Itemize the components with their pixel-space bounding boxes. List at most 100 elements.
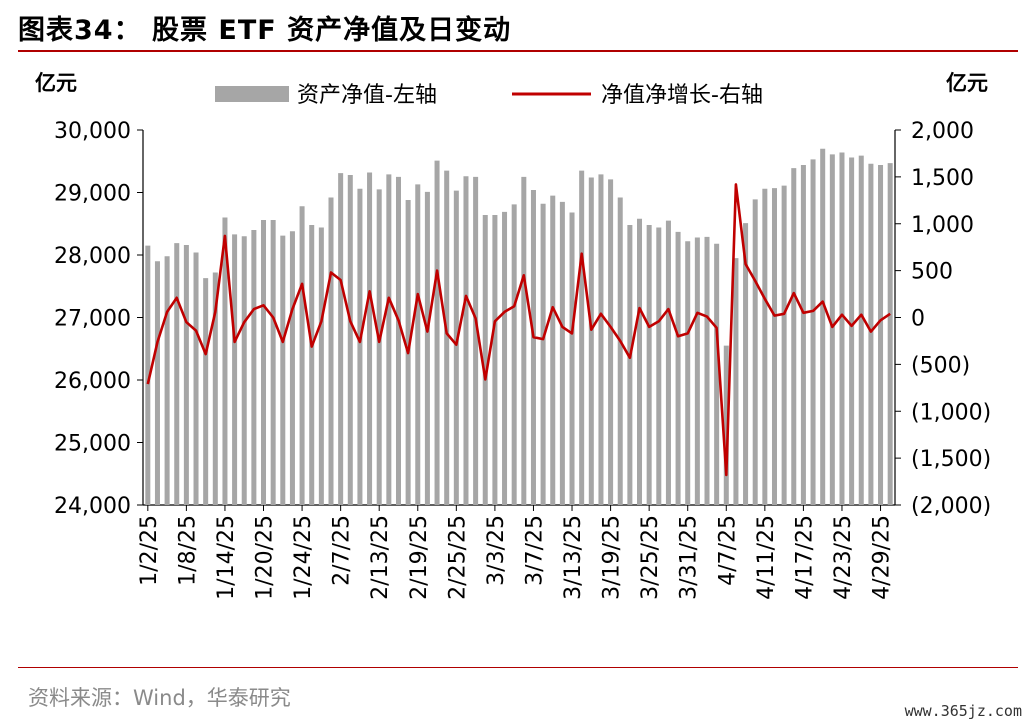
asset-value-bar (309, 225, 315, 505)
asset-value-bar (868, 163, 874, 505)
x-tick-label: 4/23/25 (831, 515, 856, 600)
legend-label-asset-value: 资产净值-左轴 (297, 83, 437, 108)
right-unit-label: 亿元 (946, 71, 988, 95)
left-tick-label: 29,000 (54, 182, 131, 207)
asset-value-bar (145, 245, 151, 505)
asset-value-bar (241, 236, 247, 505)
asset-value-bar (617, 197, 623, 505)
asset-value-bar (328, 197, 334, 505)
right-tick-label: (2,000) (911, 494, 991, 519)
asset-value-bar (415, 184, 421, 505)
asset-value-bar (849, 157, 855, 505)
left-tick-label: 26,000 (54, 369, 131, 394)
asset-value-bar (511, 204, 517, 505)
asset-value-bar (887, 163, 893, 505)
right-tick-label: 1,500 (911, 166, 974, 191)
left-unit-label: 亿元 (35, 71, 77, 95)
legend-label-net-growth: 净值净增长-右轴 (601, 83, 763, 108)
asset-value-bar (347, 175, 353, 505)
asset-value-bar (183, 245, 189, 505)
asset-value-bar (444, 170, 450, 505)
asset-value-bar (858, 155, 864, 505)
asset-value-bar (367, 172, 373, 505)
left-tick-label: 25,000 (54, 432, 131, 457)
asset-value-bar (453, 190, 459, 505)
asset-value-bar (280, 235, 286, 505)
asset-value-bar (878, 165, 884, 505)
asset-value-bar (694, 237, 700, 505)
asset-value-bar (579, 170, 585, 505)
net-growth-line (146, 183, 891, 477)
asset-value-bar (791, 168, 797, 505)
asset-value-bar (540, 203, 546, 505)
right-tick-label: 500 (911, 260, 953, 285)
x-tick-label: 1/24/25 (291, 515, 316, 600)
x-tick-label: 2/25/25 (445, 515, 470, 600)
title-underline (18, 50, 1018, 52)
asset-value-bar (771, 188, 777, 505)
asset-value-bar (530, 190, 536, 505)
x-tick-label: 1/20/25 (253, 515, 278, 600)
asset-value-bar (270, 220, 276, 505)
left-tick-label: 28,000 (54, 244, 131, 269)
x-tick-label: 2/7/25 (330, 515, 355, 586)
asset-value-bar (723, 345, 729, 505)
asset-value-bar (492, 215, 498, 505)
asset-value-bar (463, 176, 469, 505)
x-tick-label: 4/7/25 (715, 515, 740, 586)
source-note: 资料来源：Wind，华泰研究 (28, 686, 291, 710)
asset-value-bar (154, 261, 160, 505)
x-tick-label: 3/19/25 (600, 515, 625, 600)
asset-value-bar (232, 234, 238, 505)
asset-value-bar (386, 174, 392, 505)
asset-value-bar (193, 252, 199, 505)
x-tick-label: 3/13/25 (561, 515, 586, 600)
x-tick-label: 4/29/25 (870, 515, 895, 600)
asset-value-bar (222, 217, 228, 505)
right-tick-label: (500) (911, 353, 970, 378)
asset-value-bar (733, 258, 739, 505)
asset-value-bar (608, 179, 614, 505)
left-tick-label: 27,000 (54, 307, 131, 332)
right-tick-label: (1,500) (911, 447, 991, 472)
figure-title: 图表34： 股票 ETF 资产净值及日变动 (18, 15, 512, 46)
asset-value-bar (800, 165, 806, 505)
asset-value-bar (810, 159, 816, 505)
asset-value-bar (665, 220, 671, 505)
asset-value-bar (839, 152, 845, 505)
asset-value-bar (550, 195, 556, 505)
asset-value-bar (588, 177, 594, 505)
asset-value-bar (299, 206, 305, 505)
asset-value-bar (261, 220, 267, 505)
asset-value-bar (685, 241, 691, 505)
asset-value-bar (627, 225, 633, 505)
x-tick-label: 2/13/25 (368, 515, 393, 600)
x-tick-label: 3/25/25 (638, 515, 663, 600)
asset-value-bar (714, 243, 720, 505)
x-tick-label: 3/7/25 (522, 515, 547, 586)
asset-value-bar (164, 256, 170, 505)
asset-value-bar (781, 185, 787, 505)
asset-value-bar (521, 176, 527, 505)
asset-value-bar (752, 199, 758, 505)
asset-value-bar (762, 188, 768, 505)
right-tick-label: 0 (911, 307, 925, 332)
asset-value-bar (174, 243, 180, 505)
x-tick-label: 1/8/25 (175, 515, 200, 586)
legend-swatch-asset-value (215, 86, 289, 102)
asset-value-bar (203, 278, 209, 505)
asset-value-bar (569, 212, 575, 505)
asset-value-bar (318, 227, 324, 505)
asset-value-bar (637, 218, 643, 505)
asset-value-bar (559, 201, 565, 505)
asset-value-bar (376, 189, 382, 505)
asset-value-bar (289, 231, 295, 505)
asset-value-bar (395, 176, 401, 505)
asset-value-bar (598, 174, 604, 505)
asset-value-bar (434, 160, 440, 505)
left-tick-label: 24,000 (54, 494, 131, 519)
x-tick-label: 4/11/25 (754, 515, 779, 600)
x-tick-label: 4/17/25 (792, 515, 817, 600)
right-tick-label: 1,000 (911, 213, 974, 238)
asset-value-bar (338, 173, 344, 505)
